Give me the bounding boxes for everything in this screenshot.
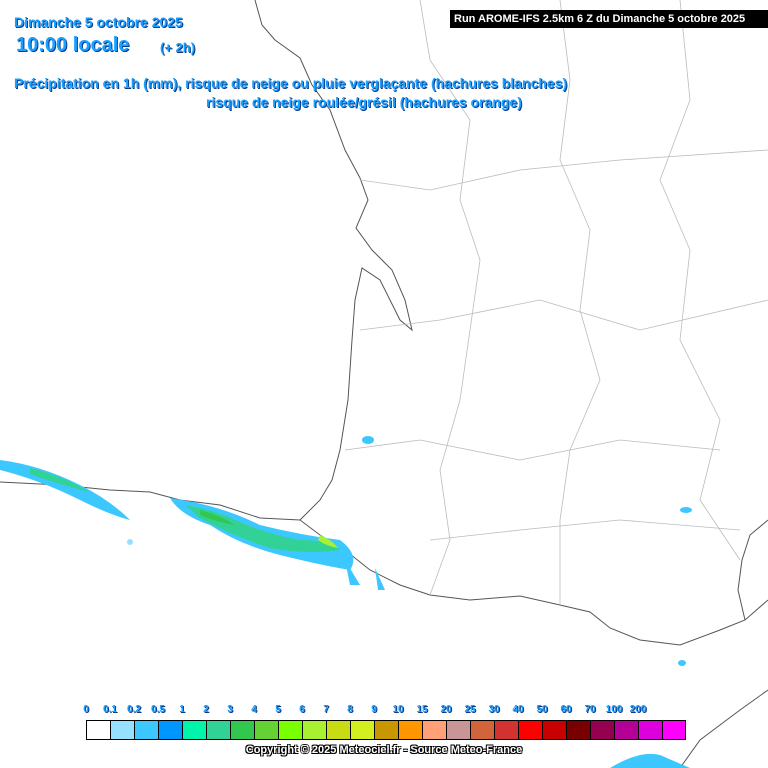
legend-label: 50 [536,704,548,715]
legend-label: 70 [584,704,596,715]
legend-label: 60 [560,704,572,715]
legend-label: 100 [605,704,623,715]
legend-swatch [134,720,159,740]
legend: 0 0.1 0.2 0.5 1 2 3 4 5 6 7 8 9 10 15 20 25 30 40 50 60 70 100… [83,704,686,742]
time-offset: (+ 2h) [160,40,196,55]
subtitle: risque de neige roulée/grésil (hachures … [206,94,522,110]
legend-swatch [230,720,255,740]
legend-label: 30 [488,704,500,715]
legend-label: 5 [275,704,281,715]
legend-label: 4 [251,704,257,715]
legend-swatch [86,720,111,740]
legend-swatch [350,720,375,740]
legend-label: 0.5 [151,704,165,715]
copyright: Copyright © 2025 Meteociel.fr - Source M… [245,744,523,756]
legend-swatch [110,720,135,740]
legend-label: 3 [227,704,233,715]
subtitle: Précipitation en 1h (mm), risque de neig… [14,75,568,91]
precipitation-area [0,436,692,768]
legend-swatch [422,720,447,740]
legend-swatch [398,720,423,740]
legend-label: 1 [179,704,185,715]
map-hour: 10:00 locale [16,34,130,56]
legend-swatch [206,720,231,740]
legend-label: 20 [440,704,452,715]
legend-swatch [374,720,399,740]
legend-swatch [590,720,615,740]
legend-label: 0.2 [127,704,141,715]
legend-swatch [566,720,591,740]
legend-swatch [542,720,567,740]
legend-label: 200 [629,704,647,715]
legend-label: 0 [83,704,89,715]
legend-swatch [470,720,495,740]
legend-label: 9 [371,704,377,715]
legend-swatch [302,720,327,740]
legend-swatch [446,720,471,740]
region-borders [344,0,768,605]
legend-swatch [518,720,543,740]
legend-swatch [158,720,183,740]
legend-label: 6 [299,704,305,715]
legend-swatch [614,720,639,740]
legend-label: 15 [416,704,428,715]
legend-swatch [326,720,351,740]
legend-swatch [278,720,303,740]
legend-label: 0.1 [103,704,117,715]
legend-label: 40 [512,704,524,715]
legend-swatch [494,720,519,740]
legend-swatch [182,720,207,740]
legend-label: 8 [347,704,353,715]
legend-swatch [254,720,279,740]
map-date: Dimanche 5 octobre 2025 [14,14,183,30]
legend-label: 10 [392,704,404,715]
legend-swatch [638,720,663,740]
legend-label: 2 [203,704,209,715]
legend-swatch [662,720,686,740]
legend-label: 7 [323,704,329,715]
legend-label: 25 [464,704,476,715]
run-info: Run AROME-IFS 2.5km 6 Z du Dimanche 5 oc… [450,10,768,28]
